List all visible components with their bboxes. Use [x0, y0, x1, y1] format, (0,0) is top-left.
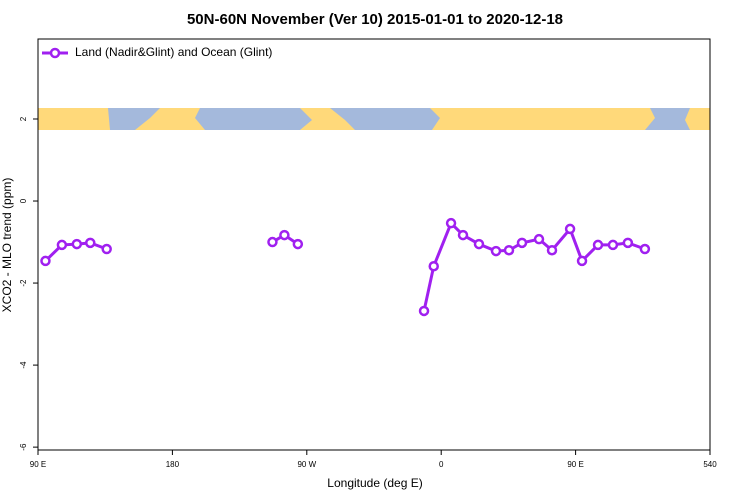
data-point — [607, 239, 619, 251]
data-point — [533, 233, 545, 245]
data-point — [503, 244, 515, 256]
data-point — [639, 243, 651, 255]
x-tick-label: 540 — [703, 460, 717, 469]
data-point — [428, 260, 439, 272]
x-tick-label: 90 E — [30, 460, 46, 469]
plot-frame — [37, 38, 711, 451]
x-tick-label: 0 — [439, 460, 444, 469]
data-point — [576, 255, 588, 267]
x-tick-label: 180 — [166, 460, 180, 469]
data-point — [101, 243, 112, 255]
y-axis-label: XCO2 - MLO trend (ppm) — [0, 178, 14, 313]
y-tick-label: -4 — [19, 361, 28, 369]
data-point — [279, 229, 290, 241]
y-tick-label: -2 — [19, 279, 28, 287]
data-point — [516, 237, 528, 249]
chart-title: 50N-60N November (Ver 10) 2015-01-01 to … — [187, 11, 563, 28]
data-point — [71, 238, 83, 250]
x-tick-label: 90 E — [567, 460, 583, 469]
data-point — [267, 236, 278, 248]
data-point — [418, 305, 430, 317]
x-axis-label: Longitude (deg E) — [327, 476, 422, 490]
x-tick-label: 90 W — [297, 460, 316, 469]
data-point — [564, 223, 576, 235]
data-point — [40, 255, 51, 267]
y-tick-label: -6 — [19, 443, 28, 451]
data-point — [592, 239, 604, 251]
data-point — [56, 239, 68, 251]
legend-label: Land (Nadir&Glint) and Ocean (Glint) — [75, 45, 272, 59]
data-point — [445, 217, 457, 229]
data-point — [622, 237, 634, 249]
series-line — [44, 220, 646, 312]
data-point — [546, 244, 558, 256]
data-point — [473, 238, 485, 250]
y-tick-label: 0 — [19, 198, 28, 203]
data-point — [292, 238, 304, 250]
data-point — [85, 237, 96, 249]
data-point — [457, 229, 469, 241]
data-point — [490, 245, 502, 257]
legend-marker — [49, 47, 61, 59]
y-tick-label: 2 — [19, 116, 28, 121]
map-band — [38, 108, 710, 130]
